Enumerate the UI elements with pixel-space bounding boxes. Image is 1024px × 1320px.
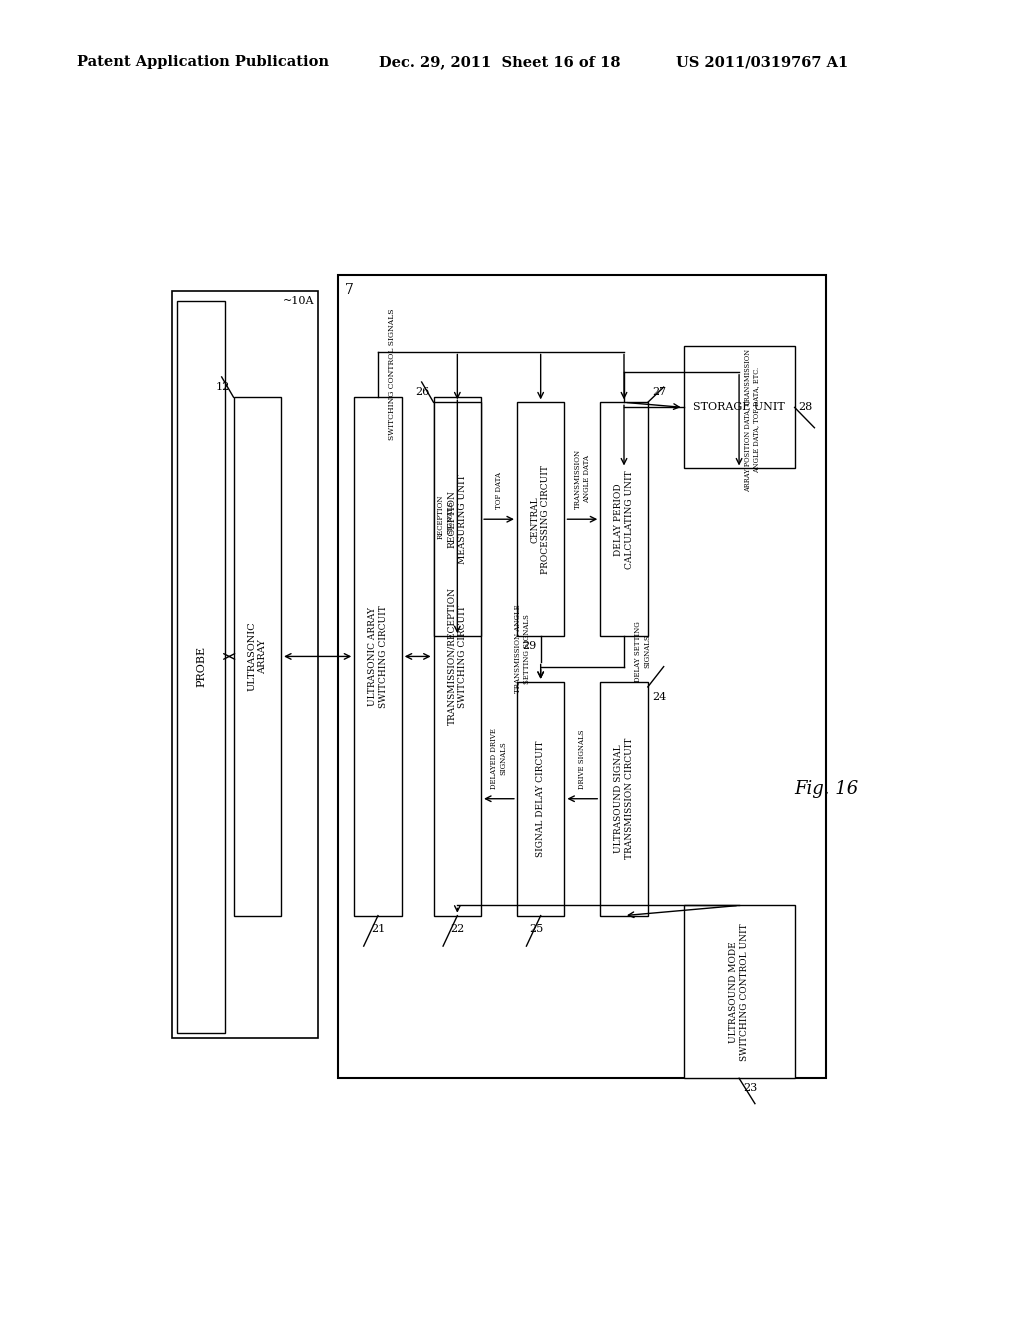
Text: SIGNAL DELAY CIRCUIT: SIGNAL DELAY CIRCUIT: [537, 741, 545, 857]
Text: DELAY PERIOD
CALCULATING UNIT: DELAY PERIOD CALCULATING UNIT: [614, 470, 634, 569]
Bar: [517, 682, 564, 916]
Text: 24: 24: [652, 692, 666, 702]
Bar: [600, 403, 648, 636]
Text: 21: 21: [371, 924, 385, 933]
Text: RECEPTION
SIGNALS: RECEPTION SIGNALS: [437, 495, 454, 539]
Bar: [684, 906, 795, 1078]
Text: PROBE: PROBE: [196, 645, 206, 688]
Bar: [177, 301, 225, 1032]
Bar: [433, 397, 481, 916]
Text: RECEPTION
MEASURING UNIT: RECEPTION MEASURING UNIT: [447, 474, 467, 564]
Bar: [233, 397, 282, 916]
Bar: [433, 403, 481, 636]
Text: 12: 12: [215, 383, 229, 392]
Text: ~10A: ~10A: [283, 296, 314, 306]
Text: Patent Application Publication: Patent Application Publication: [77, 55, 329, 70]
Text: DELAY SETTING
SIGNALS: DELAY SETTING SIGNALS: [634, 620, 651, 681]
Text: 22: 22: [451, 924, 465, 933]
Text: Dec. 29, 2011  Sheet 16 of 18: Dec. 29, 2011 Sheet 16 of 18: [379, 55, 621, 70]
Text: ARRAY POSITION DATA, TRANSMISSION
ANGLE DATA, TOF DATA, ETC.: ARRAY POSITION DATA, TRANSMISSION ANGLE …: [743, 348, 760, 491]
Bar: [517, 403, 564, 636]
Bar: [172, 290, 318, 1038]
Bar: [338, 276, 826, 1078]
Text: 27: 27: [652, 387, 666, 397]
Text: US 2011/0319767 A1: US 2011/0319767 A1: [676, 55, 848, 70]
Text: STORAGE UNIT: STORAGE UNIT: [693, 403, 785, 412]
Text: 29: 29: [522, 642, 537, 651]
Bar: [600, 682, 648, 916]
Text: 28: 28: [799, 403, 813, 412]
Text: ULTRASOUND MODE
SWITCHING CONTROL UNIT: ULTRASOUND MODE SWITCHING CONTROL UNIT: [729, 923, 749, 1061]
Bar: [354, 397, 401, 916]
Text: TOF DATA: TOF DATA: [495, 473, 503, 510]
Text: SWITCHING CONTROL SIGNALS: SWITCHING CONTROL SIGNALS: [388, 309, 396, 440]
Text: 23: 23: [743, 1084, 758, 1093]
Text: DRIVE SIGNALS: DRIVE SIGNALS: [579, 729, 587, 788]
Bar: [684, 346, 795, 469]
Text: TRANSMISSION/RECEPTION
SWITCHING CIRCUIT: TRANSMISSION/RECEPTION SWITCHING CIRCUIT: [447, 587, 467, 726]
Text: 7: 7: [345, 284, 353, 297]
Text: 25: 25: [529, 924, 544, 933]
Text: ULTRASONIC ARRAY
SWITCHING CIRCUIT: ULTRASONIC ARRAY SWITCHING CIRCUIT: [369, 605, 388, 708]
Text: TRANSMISSION
ANGLE DATA: TRANSMISSION ANGLE DATA: [573, 449, 591, 510]
Text: DELAYED DRIVE
SIGNALS: DELAYED DRIVE SIGNALS: [490, 727, 508, 788]
Text: CENTRAL
PROCESSING CIRCUIT: CENTRAL PROCESSING CIRCUIT: [531, 465, 550, 574]
Text: ULTRASOUND SIGNAL
TRANSMISSION CIRCUIT: ULTRASOUND SIGNAL TRANSMISSION CIRCUIT: [614, 738, 634, 859]
Text: 26: 26: [416, 387, 430, 397]
Text: ULTRASONIC
ARRAY: ULTRASONIC ARRAY: [248, 622, 267, 692]
Text: TRANSMISSION ANGLE
SETTING SIGNALS: TRANSMISSION ANGLE SETTING SIGNALS: [514, 605, 531, 693]
Text: Fig. 16: Fig. 16: [795, 780, 858, 797]
